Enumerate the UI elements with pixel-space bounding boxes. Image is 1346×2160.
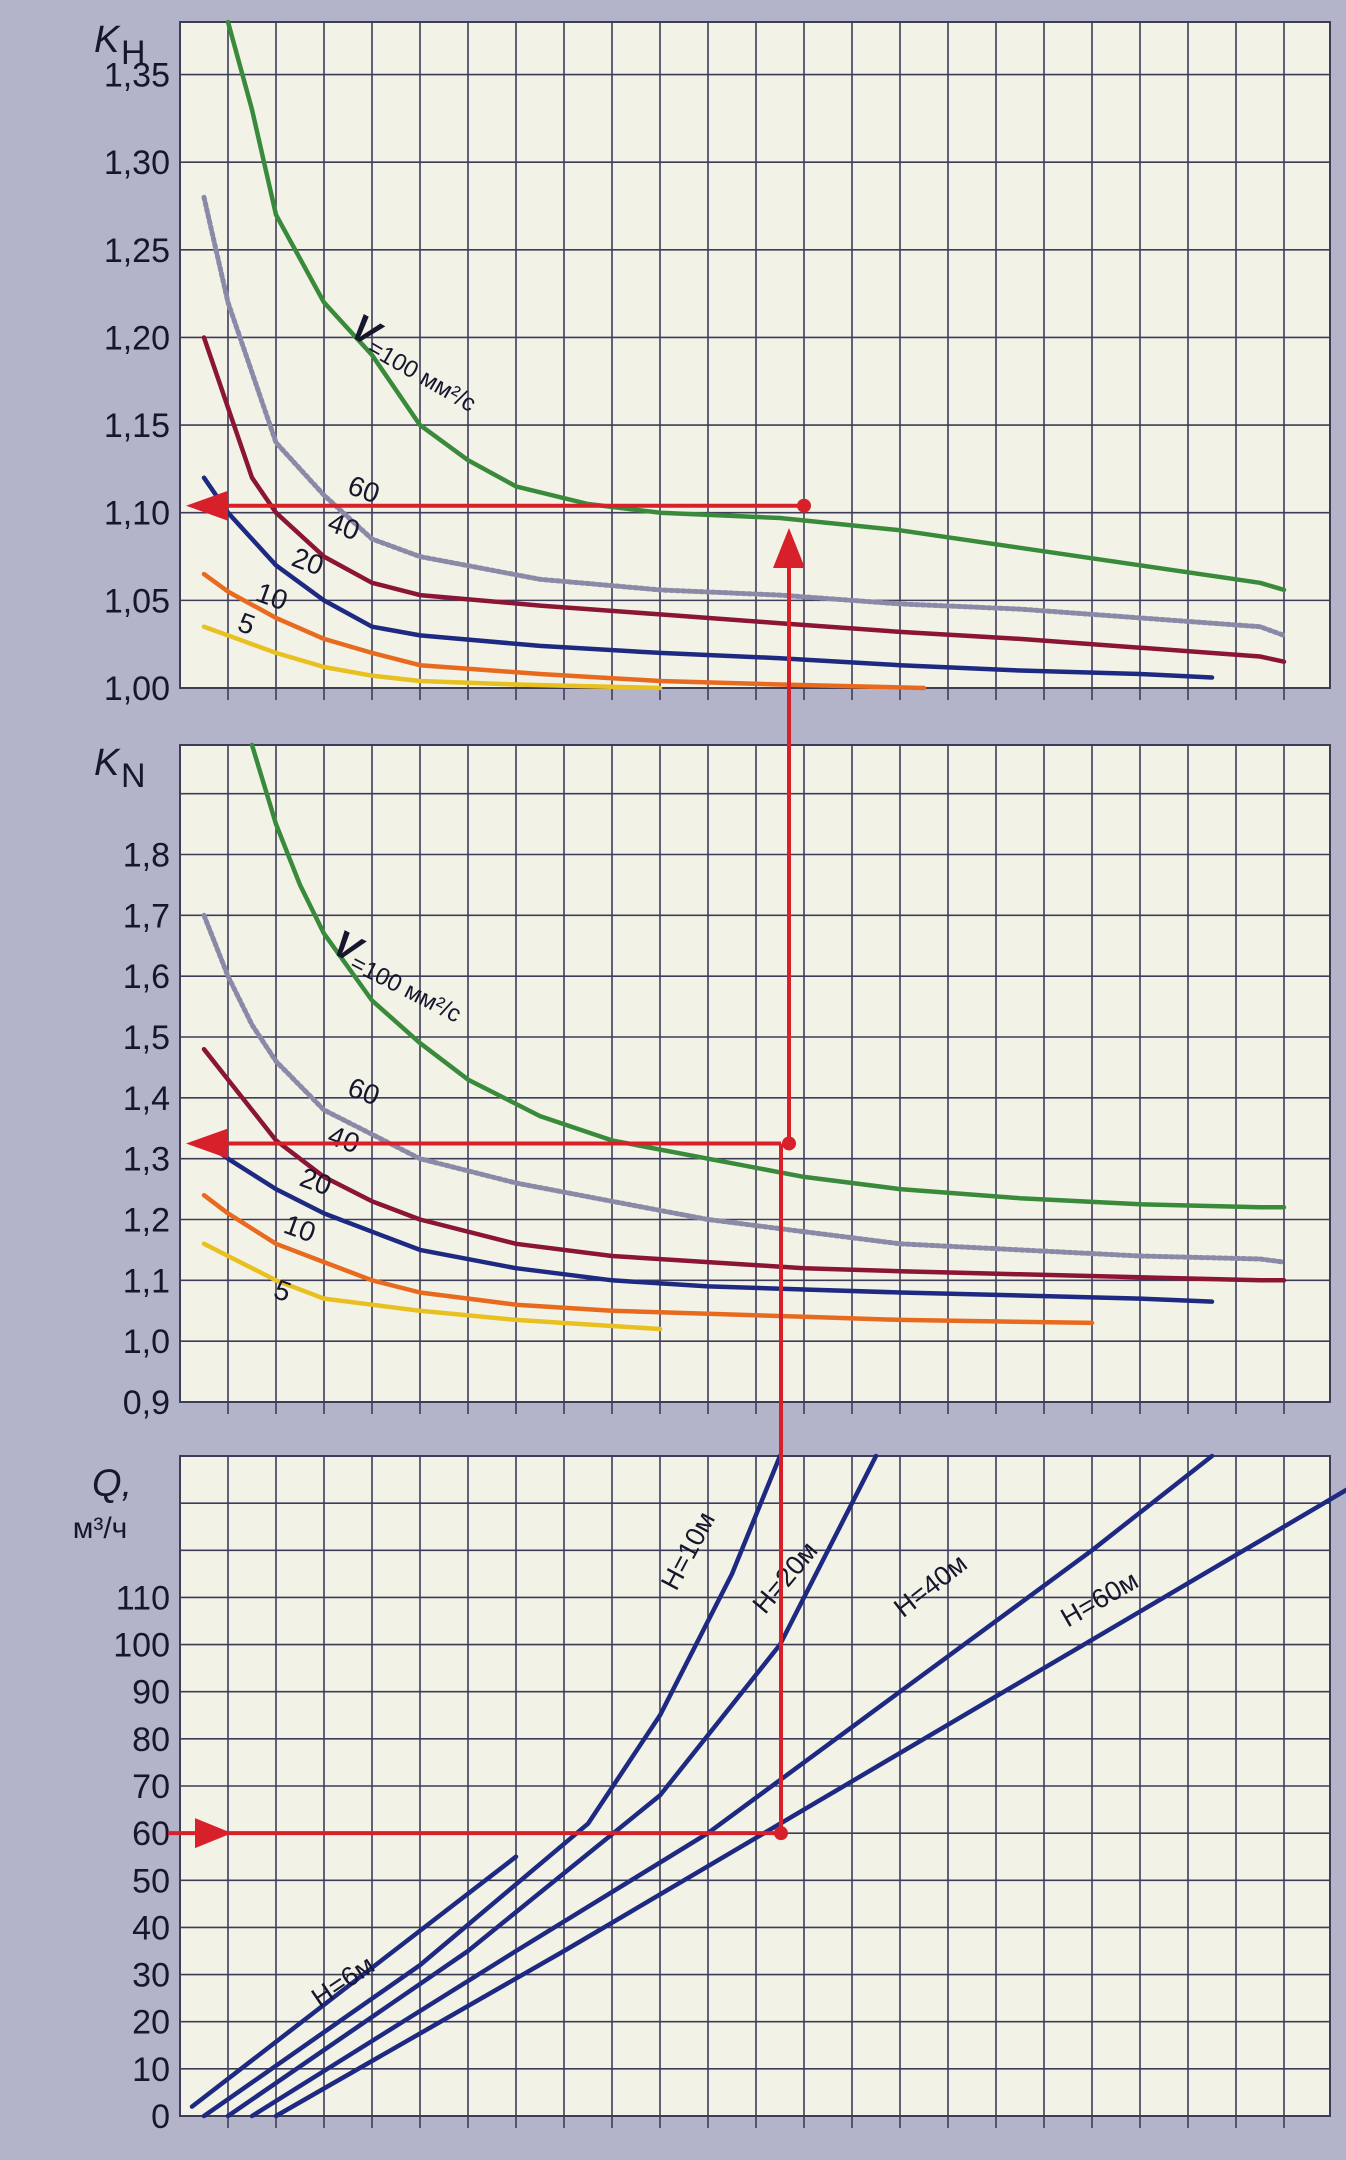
kn-curve-v20 (201, 1138, 1215, 1304)
kn-ytick-label: 1,5 (123, 1019, 170, 1057)
q-curve-10m (201, 1453, 783, 2119)
kn-curve-v10 (201, 1192, 1095, 1326)
kn-ylabel-sub: N (121, 757, 146, 795)
kn-curve-v60 (201, 912, 1287, 1265)
q-ytick-label: 90 (132, 1674, 170, 1712)
red-arrowhead-kh (186, 490, 228, 521)
kn-ytick-label: 1,1 (123, 1262, 170, 1300)
kh-ylabel: K (94, 19, 121, 61)
kh-ytick-label: 1,05 (104, 582, 170, 620)
kn-ytick-label: 1,8 (123, 837, 170, 875)
panel-q: 0102030405060708090100110Q,м³/чH=6мH=10м… (73, 1453, 1346, 2136)
q-ytick-label: 110 (116, 1579, 170, 1617)
q-horizontal-grid (180, 1502, 1330, 2070)
kn-ytick-label: 0,9 (123, 1384, 170, 1422)
kh-ytick-label: 1,25 (104, 232, 170, 270)
red-point-q (774, 1826, 788, 1841)
kh-curve-v100 (225, 19, 1287, 593)
kh-vertical-grid (227, 22, 1285, 700)
kh-ytick-label: 1,00 (104, 670, 170, 708)
panel-kn: 0,91,01,11,21,31,41,51,61,71,8K NV=100 мм… (94, 742, 1331, 1422)
q-ytick-label: 10 (132, 2051, 170, 2089)
q-ytick-label: 40 (132, 1909, 170, 1947)
kn-ytick-label: 1,3 (123, 1141, 170, 1179)
q-curve-6m (189, 1854, 519, 2109)
kn-curve-v100 (249, 742, 1287, 1210)
q-curve-40m (249, 1453, 1215, 2119)
kn-curve-v5 (201, 1241, 663, 1332)
kh-curve-v40 (201, 335, 1287, 664)
q-ytick-label: 30 (132, 1957, 170, 1995)
q-curve-20m (225, 1453, 879, 2119)
kn-horizontal-grid (180, 792, 1330, 1342)
kh-ytick-label: 1,20 (104, 319, 170, 357)
panel-kh: 1,001,051,101,151,201,251,301,35K НV=100 … (94, 19, 1331, 708)
red-reading-path (168, 490, 811, 1849)
red-arrowhead-up (773, 528, 805, 568)
kn-ytick-label: 1,0 (123, 1323, 170, 1361)
kn-ytick-label: 1,6 (123, 958, 170, 996)
kn-ytick-label: 1,7 (123, 897, 170, 935)
kn-ytick-label: 1,2 (123, 1202, 170, 1240)
q-ylabel-unit: м³/ч (73, 1512, 128, 1545)
kh-horizontal-grid (180, 73, 1330, 602)
red-arrowhead-kn (186, 1128, 228, 1159)
red-point-kh (797, 498, 811, 513)
kh-ytick-label: 1,15 (104, 407, 170, 445)
q-curve-60m (273, 1487, 1346, 2119)
kn-ylabel: K (94, 742, 121, 784)
q-ytick-label: 20 (132, 2004, 170, 2042)
kh-plot-area (179, 21, 1331, 689)
kh-ylabel-sub: Н (121, 34, 146, 72)
q-ylabel: Q, (92, 1463, 132, 1505)
kn-ytick-label: 1,4 (123, 1080, 170, 1118)
kh-curve-v10 (201, 571, 927, 691)
red-arrowhead-q (195, 1818, 232, 1849)
kh-ytick-label: 1,35 (104, 57, 170, 95)
kh-curve-v5 (201, 624, 663, 691)
q-ytick-label: 100 (113, 1627, 170, 1665)
red-point-kn (782, 1136, 796, 1151)
kn-curve-v40 (201, 1046, 1287, 1283)
kh-curve-v60 (201, 194, 1287, 638)
q-ytick-label: 80 (132, 1721, 170, 1759)
q-ytick-label: 50 (132, 1862, 170, 1900)
kh-curve-v20 (201, 475, 1215, 680)
q-ytick-label: 70 (132, 1768, 170, 1806)
kh-ytick-label: 1,30 (104, 144, 170, 182)
q-ytick-label: 60 (132, 1815, 170, 1853)
q-ytick-label: 0 (151, 2098, 170, 2136)
kh-ytick-label: 1,10 (104, 495, 170, 533)
